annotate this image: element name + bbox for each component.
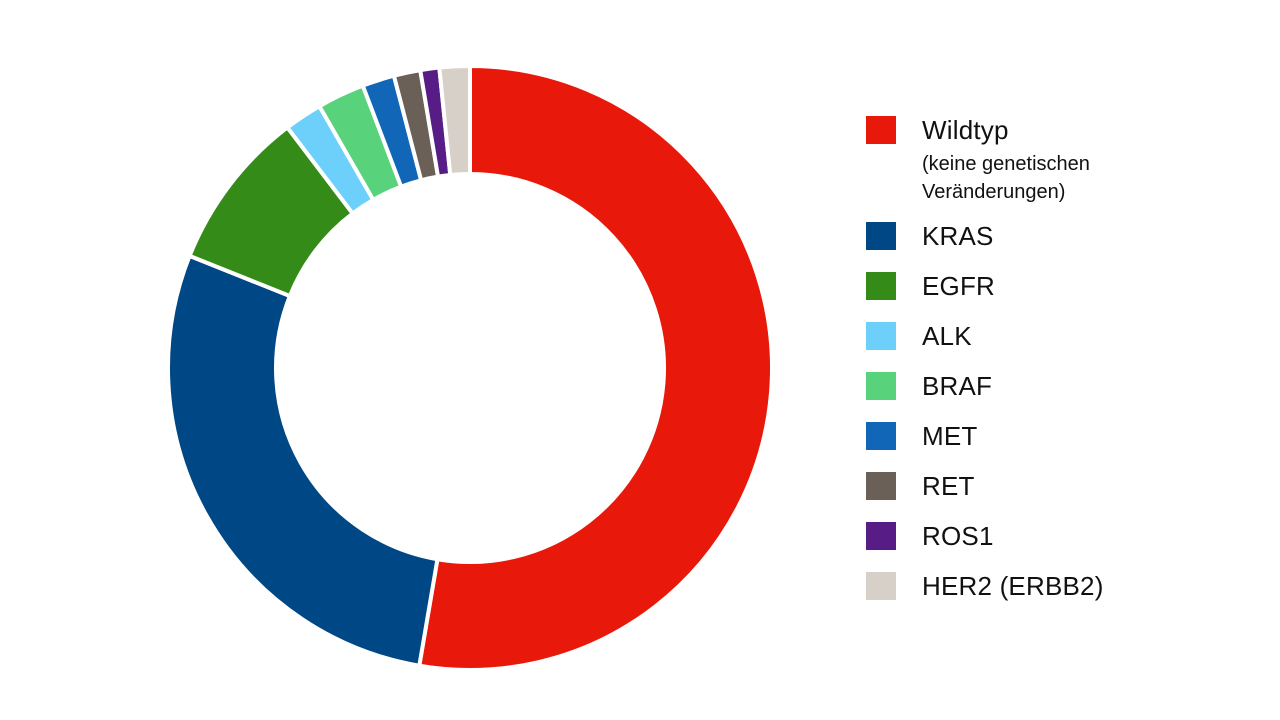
legend-sublabel-wildtyp: (keine genetischen Veränderungen) (922, 153, 1090, 203)
legend-swatch-braf (866, 372, 896, 400)
legend-item-kras: KRAS (866, 218, 1206, 254)
legend-item-ret: RET (866, 468, 1206, 504)
legend-item-met: MET (866, 418, 1206, 454)
legend-item-ros1: ROS1 (866, 518, 1206, 554)
legend-item-her2: HER2 (ERBB2) (866, 568, 1206, 604)
legend-item-egfr: EGFR (866, 268, 1206, 304)
donut-slice-wildtyp (416, 63, 774, 672)
legend-label-kras: KRAS (922, 221, 994, 251)
legend-swatch-met (866, 422, 896, 450)
legend-item-wildtyp: Wildtyp (keine genetischen Veränderungen… (866, 112, 1206, 206)
donut-slice-her2 (437, 63, 472, 178)
legend-label-ros1: ROS1 (922, 521, 994, 551)
legend-swatch-ret (866, 472, 896, 500)
chart-legend: Wildtyp (keine genetischen Veränderungen… (866, 112, 1206, 618)
legend-swatch-kras (866, 222, 896, 250)
legend-label-egfr: EGFR (922, 271, 996, 301)
legend-label-alk: ALK (922, 321, 972, 351)
legend-label-her2: HER2 (ERBB2) (922, 571, 1104, 601)
legend-label-met: MET (922, 421, 978, 451)
donut-slice-kras (166, 253, 440, 669)
legend-swatch-alk (866, 322, 896, 350)
legend-item-braf: BRAF (866, 368, 1206, 404)
legend-item-alk: ALK (866, 318, 1206, 354)
legend-swatch-ros1 (866, 522, 896, 550)
legend-label-wildtyp: Wildtyp (922, 115, 1009, 145)
legend-swatch-her2 (866, 572, 896, 600)
legend-swatch-wildtyp (866, 116, 896, 144)
legend-label-braf: BRAF (922, 371, 993, 401)
legend-swatch-egfr (866, 272, 896, 300)
legend-label-ret: RET (922, 471, 975, 501)
